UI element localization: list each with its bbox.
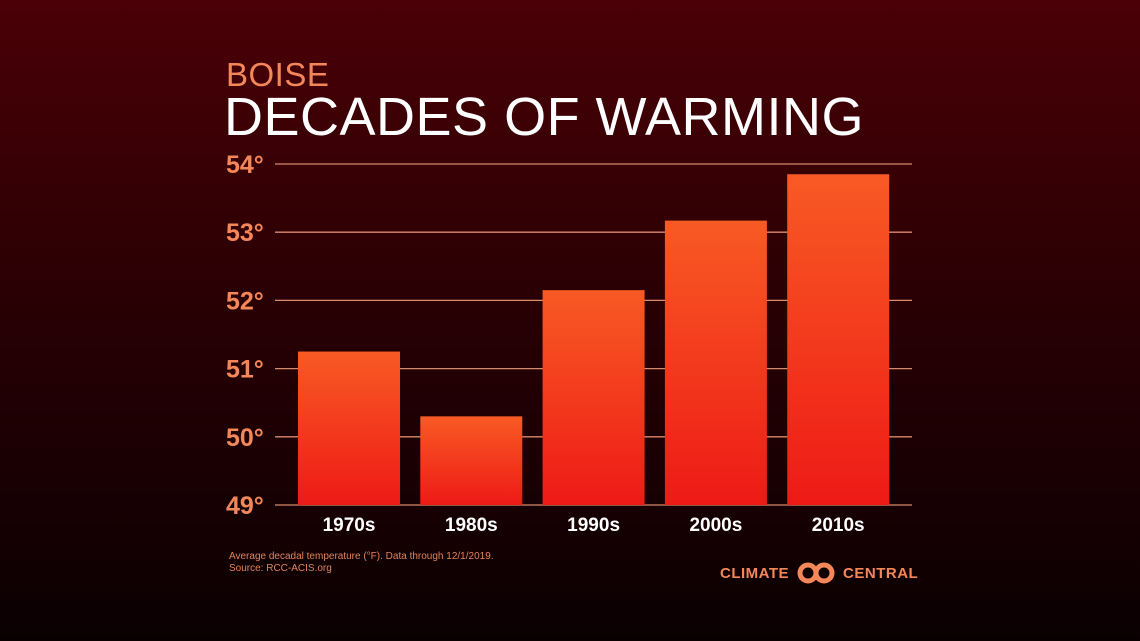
chart-title: DECADES OF WARMING	[224, 87, 865, 147]
y-tick-label: 49°	[226, 492, 264, 520]
bar-1980s	[420, 416, 523, 505]
x-tick-label: 1980s	[445, 515, 498, 536]
logo-left: CLIMATE	[720, 564, 790, 582]
footnote: Average decadal temperature (°F). Data t…	[229, 551, 494, 575]
x-tick-label: 2010s	[812, 515, 865, 536]
chart-subtitle: BOISE	[226, 56, 330, 93]
y-tick-label: 54°	[226, 151, 264, 179]
x-tick-label: 1970s	[323, 515, 376, 536]
bar-2010s	[787, 174, 890, 506]
climate-central-logo: CLIMATE CENTRAL	[720, 562, 918, 584]
source-text: Source: RCC-ACIS.org	[229, 563, 332, 574]
bar-2000s	[664, 220, 767, 505]
y-tick-label: 53°	[226, 219, 264, 247]
x-tick-label: 1990s	[567, 515, 620, 536]
y-tick-label: 52°	[226, 287, 264, 315]
bar-1970s	[298, 351, 400, 505]
bar-1990s	[542, 290, 645, 505]
logo-right: CENTRAL	[843, 564, 919, 582]
footnote-text: Average decadal temperature (°F). Data t…	[229, 551, 494, 562]
logo-rings-icon	[797, 562, 835, 584]
x-tick-label: 2000s	[689, 515, 742, 536]
y-tick-label: 51°	[226, 356, 264, 384]
y-tick-label: 50°	[226, 424, 264, 452]
